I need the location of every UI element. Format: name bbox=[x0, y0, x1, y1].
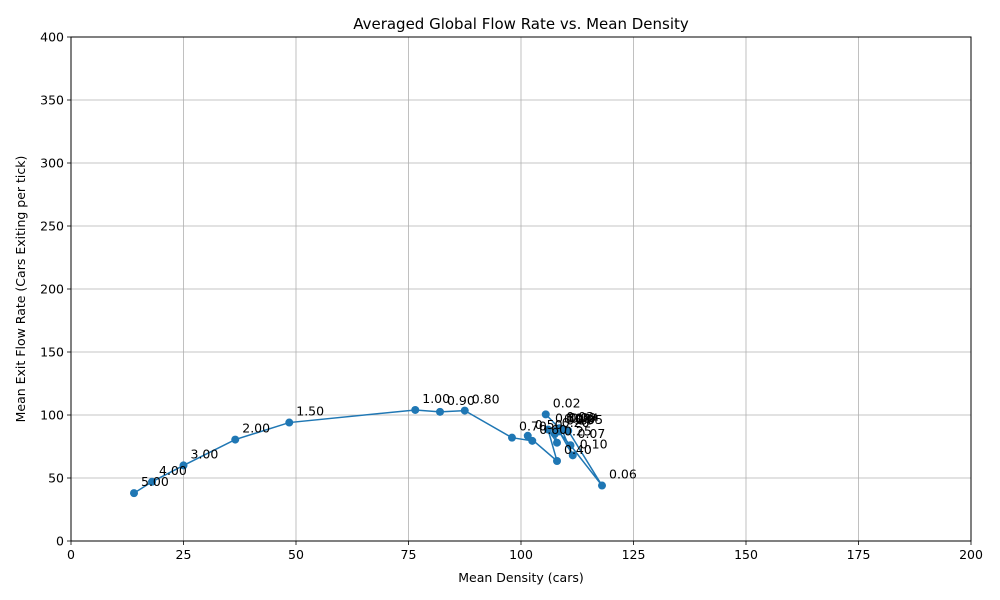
data-point-label: 3.00 bbox=[191, 446, 219, 461]
data-point bbox=[566, 441, 575, 450]
y-tick-label: 0 bbox=[56, 534, 64, 549]
data-point-label: 1.50 bbox=[296, 404, 324, 419]
x-tick-label: 175 bbox=[847, 547, 871, 562]
data-point-label: 0.07 bbox=[578, 426, 606, 441]
data-point-label: 0.10 bbox=[580, 436, 608, 451]
data-point bbox=[285, 418, 294, 427]
axis-ticks: 0 25 50 75 100 125 150 175 200 0 50 100 150 200 250 300… bbox=[40, 30, 983, 563]
data-point-label: 0.09 bbox=[569, 410, 597, 425]
data-point-label: 0.06 bbox=[609, 467, 637, 482]
x-axis-label: Mean Density (cars) bbox=[458, 570, 583, 585]
x-tick-label: 150 bbox=[734, 547, 758, 562]
x-tick-label: 25 bbox=[176, 547, 192, 562]
y-tick-label: 200 bbox=[40, 282, 64, 297]
data-point-label: 0.50 bbox=[535, 417, 563, 432]
data-point-label: 0.30 bbox=[555, 410, 583, 425]
data-point bbox=[231, 435, 240, 444]
data-point bbox=[130, 489, 138, 498]
data-point-label: 0.05 bbox=[575, 412, 603, 427]
data-point-label: 2.00 bbox=[242, 421, 270, 436]
data-point-label: 0.04 bbox=[571, 410, 599, 425]
data-point bbox=[553, 438, 561, 447]
data-point bbox=[148, 477, 156, 486]
data-point-label: 0.08 bbox=[564, 411, 592, 426]
data-point-label: 0.20 bbox=[562, 415, 590, 430]
data-point-label: 0.15 bbox=[566, 412, 594, 427]
x-tick-label: 0 bbox=[67, 547, 75, 562]
y-tick-label: 400 bbox=[40, 30, 64, 45]
y-tick-label: 250 bbox=[40, 219, 64, 234]
x-tick-label: 50 bbox=[288, 547, 304, 562]
y-tick-label: 50 bbox=[48, 471, 64, 486]
y-tick-label: 100 bbox=[40, 408, 64, 423]
data-point bbox=[553, 456, 561, 465]
data-point bbox=[460, 406, 469, 415]
data-point bbox=[179, 461, 188, 470]
data-point-label: 0.80 bbox=[472, 392, 500, 407]
y-tick-label: 350 bbox=[40, 93, 64, 108]
data-point-label: 0.25 bbox=[564, 424, 592, 439]
data-point bbox=[544, 425, 552, 434]
x-tick-label: 200 bbox=[959, 547, 983, 562]
y-tick-label: 150 bbox=[40, 345, 64, 360]
data-point-label: 0.70 bbox=[519, 419, 547, 434]
data-point bbox=[541, 410, 550, 419]
data-point-label: 0.40 bbox=[564, 442, 592, 457]
data-point bbox=[523, 431, 532, 440]
data-point-label: 0.60 bbox=[539, 422, 567, 437]
x-tick-label: 125 bbox=[622, 547, 646, 562]
chart-title: Averaged Global Flow Rate vs. Mean Densi… bbox=[353, 15, 689, 33]
y-axis-label: Mean Exit Flow Rate (Cars Exiting per ti… bbox=[13, 156, 28, 423]
x-tick-label: 100 bbox=[509, 547, 533, 562]
data-point-label: 0.02 bbox=[553, 395, 581, 410]
data-point-label: 5.00 bbox=[141, 474, 169, 489]
data-point-label: 0.90 bbox=[447, 393, 475, 408]
series-group: 5.004.00 3.00 2.00 1.50 1.000.900.80 0.700.60… bbox=[130, 391, 637, 498]
data-point bbox=[436, 407, 444, 416]
x-tick-label: 75 bbox=[401, 547, 417, 562]
y-tick-label: 300 bbox=[40, 156, 64, 171]
data-point-label: 0.03 bbox=[566, 409, 594, 424]
data-point bbox=[555, 424, 564, 433]
data-point bbox=[598, 481, 606, 490]
grid-lines bbox=[70, 36, 972, 542]
data-point-label: 1.00 bbox=[422, 391, 450, 406]
data-point bbox=[568, 451, 577, 460]
data-point-label: 4.00 bbox=[159, 463, 187, 478]
data-point bbox=[411, 405, 420, 414]
data-point bbox=[508, 433, 516, 442]
